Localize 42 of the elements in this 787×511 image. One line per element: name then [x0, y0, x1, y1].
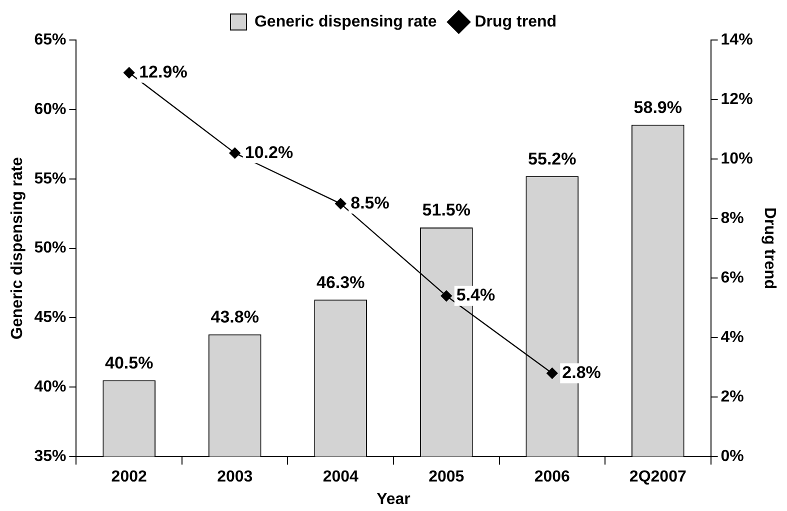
y2-tick-label: 8%	[720, 210, 744, 227]
data-label: 43.8%	[210, 308, 259, 327]
legend-label: Drug trend	[474, 13, 557, 30]
point	[229, 147, 240, 159]
y2-tick-label: 14%	[720, 31, 753, 48]
y-tick-label: 50%	[34, 240, 66, 257]
legend-label: Generic dispensing rate	[254, 13, 437, 30]
x-tick-label: 2005	[428, 468, 464, 486]
point	[124, 67, 135, 78]
data-label: 58.9%	[634, 98, 682, 117]
x-tick-label: 2Q2007	[629, 468, 686, 486]
y2-axis-title: Drug trend	[760, 207, 778, 290]
y2-tick-label: 10%	[720, 150, 753, 168]
data-label: 51.5%	[422, 200, 470, 220]
y-tick-label: 45%	[34, 309, 66, 326]
data-label: 10.2%	[244, 142, 294, 162]
y2-tick-label: 6%	[720, 269, 744, 286]
y2-tick-label: 12%	[720, 90, 753, 108]
y-tick-label: 40%	[34, 378, 66, 396]
data-label: 2.8%	[562, 362, 601, 382]
point	[335, 198, 346, 210]
y-tick-label: 65%	[34, 31, 66, 48]
y-axis-title: Generic dispensing rate	[9, 157, 26, 340]
x-tick-label: 2002	[111, 468, 147, 486]
point	[440, 290, 452, 302]
y-tick-label: 55%	[34, 170, 66, 188]
data-label: 12.9%	[139, 62, 188, 82]
data-label: 40.5%	[105, 353, 154, 372]
y2-tick-label: 2%	[720, 388, 744, 406]
data-label: 5.4%	[456, 286, 496, 305]
x-tick-label: 2004	[322, 468, 359, 486]
y-tick-label: 60%	[34, 100, 66, 118]
x-axis-title: Year	[376, 490, 410, 508]
y2-tick-label: 4%	[720, 328, 744, 346]
y2-tick-label: 0%	[720, 448, 744, 466]
data-label: 55.2%	[528, 149, 576, 168]
point	[546, 368, 558, 379]
x-tick-label: 2003	[217, 468, 253, 486]
data-label: 8.5%	[350, 193, 390, 212]
data-label: 46.3%	[316, 272, 365, 292]
x-tick-label: 2006	[534, 468, 570, 486]
y-tick-label: 35%	[34, 448, 66, 466]
